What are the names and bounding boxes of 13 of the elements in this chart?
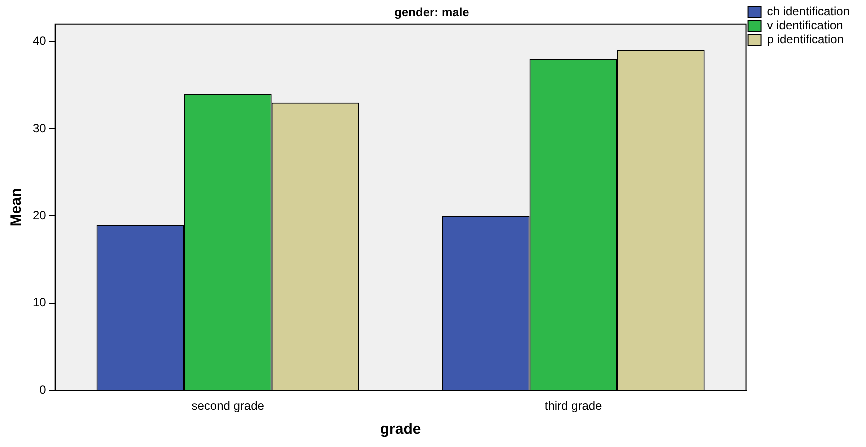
x-tick-label: second grade [192, 399, 265, 414]
x-axis-title: grade [380, 421, 422, 438]
legend-label: v identification [767, 18, 844, 32]
y-tick-label: 40 [32, 34, 47, 48]
chart-title: gender: male [394, 6, 470, 20]
y-axis-title: Mean [8, 188, 26, 227]
x-tick-label: third grade [544, 399, 603, 414]
legend-label: ch identification [767, 4, 850, 18]
y-tick-label: 30 [32, 121, 47, 136]
y-tick-label: 20 [32, 208, 47, 223]
legend-label: p identification [767, 32, 844, 46]
y-tick-label: 10 [32, 296, 47, 310]
y-tick-label: 0 [40, 382, 47, 397]
